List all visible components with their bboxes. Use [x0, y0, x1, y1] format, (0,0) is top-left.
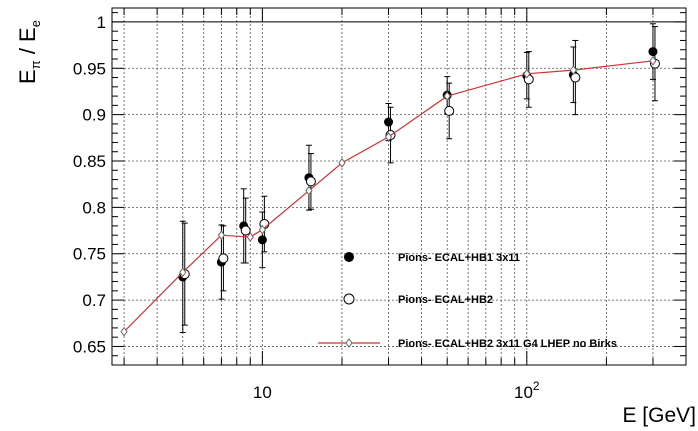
data-point-hb1: [384, 117, 394, 127]
mc-point: [305, 185, 313, 196]
x-tick-label-base: 10: [253, 383, 272, 402]
mc-point: [384, 132, 393, 142]
mc-point: [569, 65, 577, 75]
data-point-hb1: [257, 235, 267, 245]
legend-label: Pions- ECAL+HB2 3x11 G4 LHEP no Birks: [398, 338, 617, 350]
mc-point: [338, 158, 346, 168]
data-point-hb2: [240, 225, 251, 236]
x-tick-label: 102: [514, 379, 540, 402]
x-axis-title: E [GeV]: [622, 404, 696, 427]
legend-marker-hb2: [343, 293, 355, 305]
legend-label: Pions- ECAL+HB2: [398, 294, 493, 306]
y-axis-title: Eπ / Ee: [15, 20, 43, 84]
x-tick-label-exponent: 2: [533, 379, 540, 393]
y-tick-label: 0.95: [73, 59, 106, 78]
data-point-hb2: [305, 176, 316, 187]
mc-curve: [123, 60, 654, 333]
grid: [112, 8, 687, 365]
axis-ticks: [112, 8, 687, 365]
mc-point: [246, 232, 254, 242]
y-axis-title-sub2: e: [28, 20, 43, 27]
y-tick-labels: 0.65 0.7 0.75 0.8 0.85 0.9 0.95 1: [73, 13, 106, 357]
legend-label: Pions- ECAL+HB1 3x11: [398, 252, 520, 264]
series-layer: [120, 23, 660, 337]
y-axis-title-sub1: π: [28, 60, 43, 69]
y-tick-label: 0.75: [73, 245, 106, 264]
y-tick-label: 0.7: [82, 291, 106, 310]
mc-point: [179, 267, 187, 278]
plot-frame: [111, 7, 687, 366]
x-tick-labels: 10 102: [253, 379, 540, 402]
x-tick-label-base: 10: [514, 383, 533, 402]
data-point-hb2: [444, 105, 455, 116]
legend: Pions- ECAL+HB1 3x11 Pions- ECAL+HB2 Pions…: [318, 252, 617, 350]
y-tick-label: 0.65: [73, 337, 106, 356]
data-point-hb2: [570, 72, 581, 83]
x-tick-label: 10: [253, 383, 272, 402]
y-tick-label: 1: [97, 13, 106, 32]
y-axis-title-sep: /: [15, 42, 40, 60]
mc-point: [120, 326, 128, 337]
mc-point: [523, 69, 531, 79]
mc-point: [258, 224, 266, 235]
mc-point: [649, 56, 657, 66]
y-tick-label: 0.9: [82, 106, 106, 125]
mc-point: [443, 91, 451, 101]
data-point-hb2: [218, 253, 229, 264]
y-tick-label: 0.8: [82, 198, 106, 217]
data-point-hb1: [648, 47, 658, 57]
y-axis-title-base2: E: [15, 27, 40, 42]
y-axis-title-base1: E: [15, 69, 40, 84]
legend-marker-mc: [345, 338, 353, 348]
legend-marker-hb1: [344, 252, 354, 262]
y-tick-label: 0.85: [73, 152, 106, 171]
mc-point: [217, 230, 226, 241]
